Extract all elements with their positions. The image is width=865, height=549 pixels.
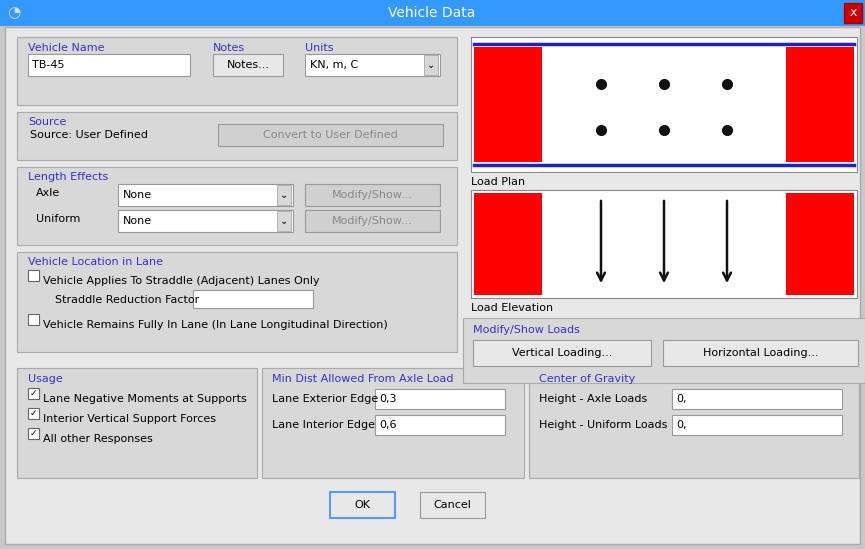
Text: ⌄: ⌄: [427, 60, 435, 70]
Bar: [471, 37, 857, 172]
Text: Units: Units: [305, 43, 334, 53]
Bar: [28, 408, 39, 419]
Text: 0,: 0,: [676, 420, 687, 430]
Bar: [420, 492, 485, 518]
Bar: [471, 190, 857, 298]
Bar: [474, 47, 542, 162]
Text: Lane Negative Moments at Supports: Lane Negative Moments at Supports: [43, 394, 247, 404]
Bar: [305, 210, 440, 232]
Text: Lane Exterior Edge: Lane Exterior Edge: [272, 394, 378, 404]
Text: Source: User Defined: Source: User Defined: [30, 130, 148, 140]
Text: Cancel: Cancel: [433, 500, 471, 510]
Text: Modify/Show...: Modify/Show...: [332, 216, 413, 226]
Bar: [28, 314, 39, 325]
Bar: [474, 193, 542, 295]
Bar: [28, 270, 39, 281]
Text: ✓: ✓: [29, 429, 37, 438]
Text: Vehicle Location in Lane: Vehicle Location in Lane: [28, 257, 163, 267]
Text: Horizontal Loading...: Horizontal Loading...: [702, 348, 818, 358]
Bar: [305, 54, 440, 76]
Text: Vehicle Applies To Straddle (Adjacent) Lanes Only: Vehicle Applies To Straddle (Adjacent) L…: [43, 276, 320, 286]
Text: Modify/Show...: Modify/Show...: [332, 190, 413, 200]
Text: KN, m, C: KN, m, C: [310, 60, 358, 70]
Bar: [118, 184, 293, 206]
Text: Lane Interior Edge: Lane Interior Edge: [272, 420, 375, 430]
Text: Load Plan: Load Plan: [471, 177, 525, 187]
Text: Notes...: Notes...: [227, 60, 270, 70]
Bar: [17, 112, 457, 160]
Text: Length Effects: Length Effects: [28, 172, 108, 182]
Bar: [330, 492, 395, 518]
Text: Uniform: Uniform: [36, 214, 80, 224]
Text: 0,6: 0,6: [379, 420, 396, 430]
Text: ✓: ✓: [29, 389, 37, 398]
Bar: [529, 368, 859, 478]
Bar: [17, 37, 457, 105]
Text: 0,3: 0,3: [379, 394, 396, 404]
Bar: [424, 55, 438, 75]
Bar: [17, 167, 457, 245]
Text: ⌄: ⌄: [280, 216, 288, 226]
Bar: [277, 185, 291, 205]
Text: Source: Source: [28, 117, 67, 127]
Text: Notes: Notes: [213, 43, 245, 53]
Text: All other Responses: All other Responses: [43, 434, 153, 444]
Text: ◔: ◔: [8, 5, 21, 20]
Bar: [218, 124, 443, 146]
Bar: [786, 47, 854, 162]
Text: ✓: ✓: [29, 409, 37, 418]
Text: None: None: [123, 216, 152, 226]
Bar: [375, 415, 505, 435]
Bar: [17, 368, 257, 478]
Bar: [28, 428, 39, 439]
Bar: [844, 3, 862, 23]
Text: Interior Vertical Support Forces: Interior Vertical Support Forces: [43, 414, 216, 424]
Text: Load Elevation: Load Elevation: [471, 303, 553, 313]
Text: Convert to User Defined: Convert to User Defined: [263, 130, 398, 140]
Text: Min Dist Allowed From Axle Load: Min Dist Allowed From Axle Load: [272, 374, 453, 384]
Text: Usage: Usage: [28, 374, 63, 384]
Text: Axle: Axle: [36, 188, 61, 198]
Text: Vertical Loading...: Vertical Loading...: [512, 348, 612, 358]
Text: Center of Gravity: Center of Gravity: [539, 374, 635, 384]
Bar: [786, 193, 854, 295]
Text: 0,: 0,: [676, 394, 687, 404]
Bar: [28, 388, 39, 399]
Text: Straddle Reduction Factor: Straddle Reduction Factor: [55, 295, 199, 305]
Bar: [213, 54, 283, 76]
Bar: [193, 290, 313, 308]
Bar: [118, 210, 293, 232]
Bar: [663, 340, 858, 366]
Text: Vehicle Name: Vehicle Name: [28, 43, 105, 53]
Bar: [17, 252, 457, 352]
Bar: [0, 0, 865, 26]
Text: Height - Uniform Loads: Height - Uniform Loads: [539, 420, 668, 430]
Text: ⌄: ⌄: [280, 190, 288, 200]
Text: OK: OK: [355, 500, 370, 510]
Bar: [277, 211, 291, 231]
Bar: [463, 318, 865, 383]
Bar: [672, 415, 842, 435]
Text: x: x: [849, 7, 856, 20]
Text: Height - Axle Loads: Height - Axle Loads: [539, 394, 647, 404]
Text: None: None: [123, 190, 152, 200]
Bar: [262, 368, 524, 478]
Bar: [375, 389, 505, 409]
Text: Modify/Show Loads: Modify/Show Loads: [473, 325, 580, 335]
Bar: [28, 54, 190, 76]
Bar: [305, 184, 440, 206]
Bar: [672, 389, 842, 409]
Text: TB-45: TB-45: [32, 60, 65, 70]
Text: Vehicle Remains Fully In Lane (In Lane Longitudinal Direction): Vehicle Remains Fully In Lane (In Lane L…: [43, 320, 388, 330]
Text: Vehicle Data: Vehicle Data: [388, 6, 476, 20]
Bar: [473, 340, 651, 366]
